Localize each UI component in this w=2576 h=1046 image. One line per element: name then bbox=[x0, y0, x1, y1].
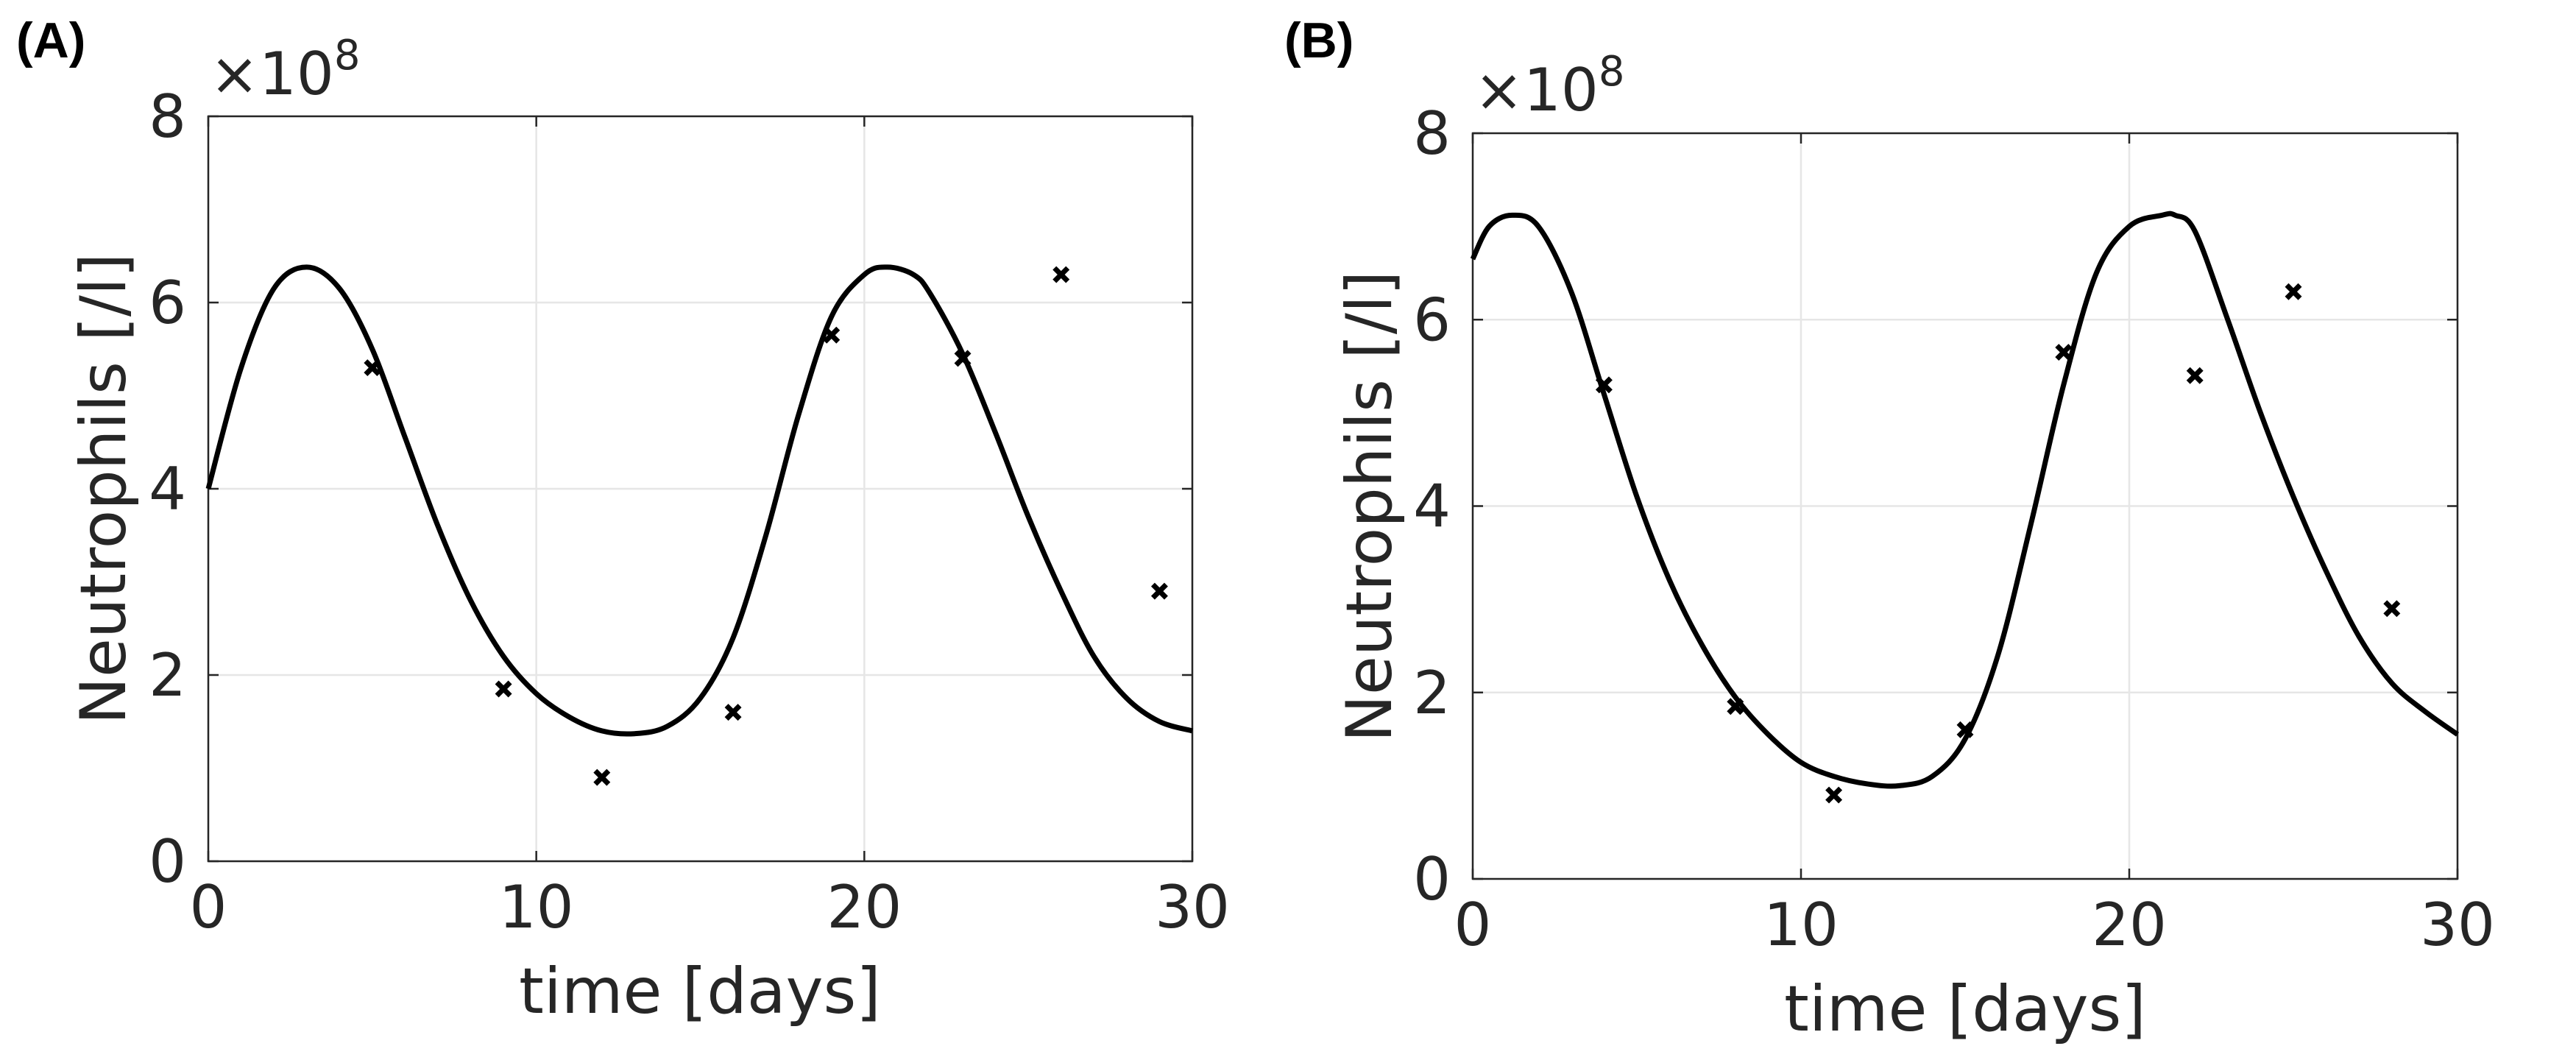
panel-a-model-curve bbox=[205, 264, 1193, 737]
panel-a-x-tick-label: 20 bbox=[827, 873, 902, 941]
panel-b-y-tick-label: 8 bbox=[1413, 99, 1451, 168]
panel-b-grid bbox=[1471, 132, 2459, 880]
panel-b-model-curve bbox=[1470, 211, 2460, 789]
panel-b-x-tick-labels: 0 10 20 30 bbox=[1454, 891, 2495, 959]
panel-a-x-tick-label: 30 bbox=[1155, 873, 1230, 941]
panel-a-ticks bbox=[207, 115, 1194, 863]
panel-a-data-point bbox=[364, 359, 381, 377]
panel-a-x-tick-label: 0 bbox=[190, 873, 227, 941]
panel-b-data-point bbox=[1825, 786, 1843, 804]
panel-a-data-point bbox=[495, 680, 512, 698]
panel-a-y-tick-label: 0 bbox=[149, 827, 186, 896]
panel-a-y-tick-label: 2 bbox=[149, 641, 186, 710]
panel-b-y-tick-label: 2 bbox=[1413, 659, 1451, 727]
panel-b-x-tick-label: 30 bbox=[2420, 891, 2495, 959]
panel-b-x-axis-label: time [days] bbox=[1784, 972, 2146, 1046]
panel-a-data-point bbox=[1052, 266, 1070, 283]
panel-b-series bbox=[1470, 211, 2460, 804]
panel-b-data-point bbox=[1956, 721, 1974, 738]
panel-b-y-tick-label: 4 bbox=[1413, 473, 1451, 541]
panel-a-label: (A) bbox=[16, 13, 85, 68]
panel-b-y-tick-labels: 0 2 4 6 8 bbox=[1413, 99, 1451, 914]
panel-a-y-tick-label: 6 bbox=[149, 269, 186, 337]
panel-a-x-tick-label: 10 bbox=[499, 873, 574, 941]
panel-b-y-tick-label: 0 bbox=[1413, 845, 1451, 914]
panel-a-exponent: ×108 bbox=[210, 32, 360, 108]
panel-a-y-tick-labels: 0 2 4 6 8 bbox=[149, 82, 186, 896]
panel-b-y-axis-label: Neutrophils [/l] bbox=[1333, 271, 1406, 743]
panel-b-ticks bbox=[1471, 132, 2459, 880]
panel-a-data-point bbox=[593, 768, 611, 786]
panel-b-data-point bbox=[2285, 283, 2302, 300]
panel-a-x-axis-label: time [days] bbox=[519, 955, 881, 1028]
panel-a-y-tick-label: 8 bbox=[149, 82, 186, 151]
panel-a-series bbox=[205, 264, 1193, 786]
panel-b-data-point bbox=[1595, 376, 1613, 394]
panel-a-data-point bbox=[724, 704, 742, 721]
panel-a-data-point bbox=[954, 350, 972, 367]
panel-b-data-point bbox=[1727, 698, 1744, 715]
panel-a-exponent-power: 8 bbox=[334, 32, 361, 79]
panel-b-exponent: ×108 bbox=[1474, 48, 1624, 124]
panel-a-exponent-base: ×10 bbox=[210, 40, 334, 108]
panel-b-x-tick-label: 0 bbox=[1454, 891, 1492, 959]
panel-a-y-axis-label: Neutrophils [/l] bbox=[67, 253, 141, 725]
panel-b-data-point bbox=[2055, 344, 2073, 361]
panel-b-x-tick-label: 10 bbox=[1763, 891, 1839, 959]
panel-b-y-tick-label: 6 bbox=[1413, 286, 1451, 354]
panel-b-data-point bbox=[2383, 600, 2401, 618]
panel-b-exponent-base: ×10 bbox=[1474, 56, 1599, 124]
panel-a-y-tick-label: 4 bbox=[149, 455, 186, 523]
panel-a-data-point bbox=[823, 326, 841, 344]
panel-a-x-tick-labels: 0 10 20 30 bbox=[190, 873, 1230, 941]
panel-b-x-tick-label: 20 bbox=[2092, 891, 2167, 959]
panel-b-data-point bbox=[2186, 367, 2204, 384]
panel-a-data-point bbox=[1150, 582, 1168, 600]
panel-b-label: (B) bbox=[1284, 13, 1354, 68]
panel-b-exponent-power: 8 bbox=[1599, 48, 1625, 96]
panel-a-grid bbox=[207, 115, 1194, 863]
